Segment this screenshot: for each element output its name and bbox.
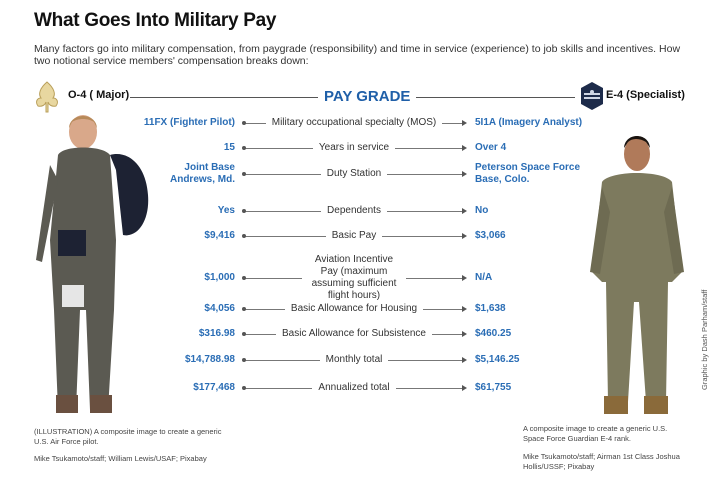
right-value: $460.25: [475, 328, 512, 339]
comparison-row-annualized-total: $177,468 Annualized total $61,755: [130, 382, 600, 394]
space-force-guardian-illustration: [590, 136, 684, 414]
right-value: $3,066: [475, 230, 506, 241]
comparison-row-dependents: Yes Dependents No: [130, 205, 600, 217]
right-value: No: [475, 205, 489, 216]
right-photo-credit: Mike Tsukamoto/staff; Airman 1st Class J…: [523, 452, 680, 471]
comparison-row-years: 15 Years in service Over 4: [130, 142, 600, 154]
left-value: $14,788.98: [184, 354, 235, 365]
description: Many factors go into military compensati…: [34, 43, 681, 67]
left-value: Yes: [217, 205, 235, 216]
comparison-row-duty-station: Joint Base Andrews, Md. Duty Station Peter…: [130, 162, 600, 186]
left-caption: (ILLUSTRATION) A composite image to crea…: [34, 427, 222, 446]
right-value: N/A: [475, 272, 493, 283]
right-value: $61,755: [475, 382, 512, 393]
row-label: Years in service: [318, 142, 390, 153]
left-value: $9,416: [204, 230, 235, 241]
pay-grade-left: O-4 ( Major): [68, 89, 130, 101]
comparison-row-housing: $4,056 Basic Allowance for Housing $1,638: [130, 303, 600, 315]
right-value: 5I1A (Imagery Analyst): [475, 117, 583, 128]
pay-grade-heading: PAY GRADE: [318, 88, 417, 105]
right-value: Over 4: [475, 142, 507, 153]
left-value: $316.98: [198, 328, 235, 339]
page-title: What Goes Into Military Pay: [34, 10, 277, 31]
row-label: Monthly total: [325, 354, 383, 365]
left-value: 15: [223, 142, 235, 153]
pay-grade-right: E-4 (Specialist): [606, 89, 685, 101]
comparison-row-monthly-total: $14,788.98 Monthly total $5,146.25: [130, 354, 600, 366]
major-oak-leaf-insignia-icon: [36, 81, 58, 113]
comparison-row-mos: 11FX (Fighter Pilot) Military occupationa…: [130, 117, 600, 129]
comparison-row-subsistence: $316.98 Basic Allowance for Subsistence $4…: [130, 328, 600, 340]
right-value: $1,638: [475, 303, 506, 314]
left-photo-credit: Mike Tsukamoto/staff; William Lewis/USAF…: [34, 454, 207, 463]
left-value: Joint Base Andrews, Md.: [169, 162, 235, 185]
row-label: Basic Allowance for Housing: [290, 303, 418, 314]
left-value: $1,000: [204, 272, 235, 283]
row-label: Basic Allowance for Subsistence: [282, 328, 426, 339]
left-value: $177,468: [193, 382, 235, 393]
right-value: $5,146.25: [475, 354, 520, 365]
row-label: Annualized total: [318, 382, 390, 393]
row-label: Dependents: [327, 205, 381, 216]
right-value: Peterson Space Force Base, Colo.: [475, 162, 581, 185]
pay-grade-line-right: [410, 97, 575, 98]
left-value: 11FX (Fighter Pilot): [143, 117, 235, 128]
pay-grade-line-left: [130, 97, 320, 98]
row-label: Duty Station: [326, 168, 382, 179]
graphic-credit: Graphic by Dash Parham/staff: [700, 289, 709, 390]
specialist-rank-insignia-icon: [581, 82, 603, 110]
air-force-pilot-illustration: [36, 115, 149, 413]
right-caption: A composite image to create a generic U.…: [523, 424, 668, 443]
comparison-row-basic-pay: $9,416 Basic Pay $3,066: [130, 230, 600, 242]
left-value: $4,056: [204, 303, 235, 314]
row-label: Basic Pay: [331, 230, 377, 241]
row-label: Military occupational specialty (MOS): [271, 117, 437, 128]
comparison-row-aviation-pay: $1,000 Aviation Incentive Pay (maximum as…: [130, 254, 600, 302]
row-label: Aviation Incentive Pay (maximum assuming…: [311, 254, 397, 301]
